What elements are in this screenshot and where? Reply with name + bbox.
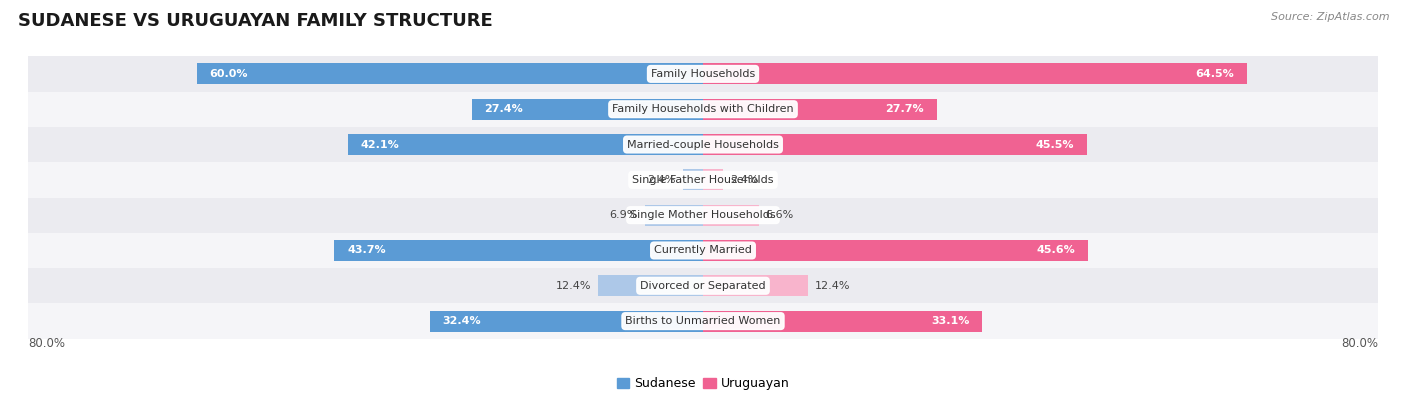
Text: 43.7%: 43.7% xyxy=(347,245,385,256)
Text: Divorced or Separated: Divorced or Separated xyxy=(640,281,766,291)
Text: 2.4%: 2.4% xyxy=(730,175,758,185)
Bar xyxy=(703,99,936,120)
Bar xyxy=(645,205,703,226)
Text: Currently Married: Currently Married xyxy=(654,245,752,256)
Text: SUDANESE VS URUGUAYAN FAMILY STRUCTURE: SUDANESE VS URUGUAYAN FAMILY STRUCTURE xyxy=(18,12,494,30)
Bar xyxy=(28,268,1378,303)
Bar xyxy=(703,205,759,226)
Text: Births to Unmarried Women: Births to Unmarried Women xyxy=(626,316,780,326)
Bar xyxy=(683,169,703,190)
Bar xyxy=(28,92,1378,127)
Bar xyxy=(703,275,807,296)
Text: 60.0%: 60.0% xyxy=(209,69,247,79)
Bar xyxy=(703,134,1087,155)
Text: 32.4%: 32.4% xyxy=(443,316,481,326)
Bar xyxy=(28,303,1378,339)
Text: Family Households with Children: Family Households with Children xyxy=(612,104,794,114)
Text: Family Households: Family Households xyxy=(651,69,755,79)
Text: 2.4%: 2.4% xyxy=(648,175,676,185)
Bar xyxy=(703,63,1247,85)
Text: 12.4%: 12.4% xyxy=(557,281,592,291)
Text: 45.5%: 45.5% xyxy=(1036,139,1074,150)
Bar xyxy=(703,169,723,190)
Bar xyxy=(347,134,703,155)
Bar xyxy=(28,127,1378,162)
Bar xyxy=(335,240,703,261)
Bar xyxy=(430,310,703,332)
Text: 80.0%: 80.0% xyxy=(28,337,65,350)
Text: 45.6%: 45.6% xyxy=(1036,245,1076,256)
Bar xyxy=(197,63,703,85)
Bar xyxy=(703,240,1088,261)
Legend: Sudanese, Uruguayan: Sudanese, Uruguayan xyxy=(612,372,794,395)
Bar xyxy=(28,198,1378,233)
Bar xyxy=(472,99,703,120)
Bar xyxy=(28,233,1378,268)
Text: Single Father Households: Single Father Households xyxy=(633,175,773,185)
Text: 6.9%: 6.9% xyxy=(610,210,638,220)
Bar xyxy=(28,162,1378,198)
Text: 33.1%: 33.1% xyxy=(931,316,970,326)
Text: Single Mother Households: Single Mother Households xyxy=(630,210,776,220)
Text: Source: ZipAtlas.com: Source: ZipAtlas.com xyxy=(1271,12,1389,22)
Text: 6.6%: 6.6% xyxy=(765,210,793,220)
Text: 64.5%: 64.5% xyxy=(1195,69,1234,79)
Text: 27.4%: 27.4% xyxy=(485,104,523,114)
Bar xyxy=(28,56,1378,92)
Text: 27.7%: 27.7% xyxy=(886,104,924,114)
Text: 80.0%: 80.0% xyxy=(1341,337,1378,350)
Text: 12.4%: 12.4% xyxy=(814,281,849,291)
Text: Married-couple Households: Married-couple Households xyxy=(627,139,779,150)
Bar xyxy=(703,310,983,332)
Text: 42.1%: 42.1% xyxy=(360,139,399,150)
Bar xyxy=(599,275,703,296)
